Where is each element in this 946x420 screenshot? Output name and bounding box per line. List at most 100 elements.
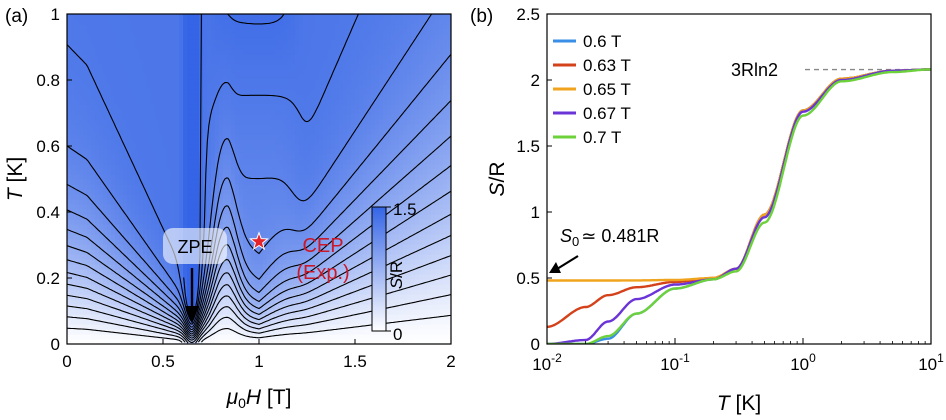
heatmap-cell	[227, 159, 232, 165]
heatmap-cell	[119, 194, 124, 200]
heatmap-cell	[319, 229, 324, 235]
heatmap-cell	[215, 34, 220, 40]
heatmap-cell	[115, 324, 120, 330]
heatmap-cell	[187, 299, 192, 305]
heatmap-cell	[307, 184, 312, 190]
heatmap-cell	[307, 44, 312, 50]
heatmap-cell	[231, 194, 236, 200]
heatmap-cell	[315, 224, 320, 230]
heatmap-cell	[191, 164, 196, 170]
heatmap-cell	[255, 194, 260, 200]
heatmap-cell	[123, 289, 128, 295]
heatmap-cell	[115, 304, 120, 310]
heatmap-cell	[279, 254, 284, 260]
heatmap-cell	[151, 19, 156, 25]
heatmap-cell	[67, 289, 72, 295]
heatmap-cell	[143, 339, 148, 344]
heatmap-cell	[155, 174, 160, 180]
heatmap-cell	[191, 59, 196, 65]
heatmap-cell	[287, 104, 292, 110]
heatmap-cell	[303, 184, 308, 190]
heatmap-cell	[299, 334, 304, 340]
heatmap-cell	[223, 184, 228, 190]
heatmap-cell	[307, 34, 312, 40]
heatmap-cell	[235, 14, 240, 20]
heatmap-cell	[87, 249, 92, 255]
heatmap-cell	[259, 134, 264, 140]
heatmap-cell	[255, 134, 260, 140]
heatmap-cell	[135, 74, 140, 80]
heatmap-cell	[355, 174, 360, 180]
heatmap-cell	[291, 174, 296, 180]
heatmap-cell	[259, 254, 264, 260]
heatmap-cell	[103, 29, 108, 35]
heatmap-cell	[67, 94, 72, 100]
heatmap-cell	[71, 224, 76, 230]
heatmap-cell	[115, 14, 120, 20]
heatmap-cell	[83, 134, 88, 140]
heatmap-cell	[147, 149, 152, 155]
heatmap-cell	[283, 239, 288, 245]
heatmap-cell	[323, 54, 328, 60]
heatmap-cell	[111, 179, 116, 185]
heatmap-cell	[87, 29, 92, 35]
heatmap-cell	[255, 304, 260, 310]
heatmap-cell	[279, 134, 284, 140]
heatmap-cell	[347, 164, 352, 170]
heatmap-cell	[127, 34, 132, 40]
heatmap-cell	[203, 149, 208, 155]
heatmap-cell	[159, 39, 164, 45]
heatmap-cell	[131, 39, 136, 45]
heatmap-cell	[143, 299, 148, 305]
heatmap-cell	[363, 204, 368, 210]
heatmap-cell	[247, 254, 252, 260]
heatmap-cell	[95, 39, 100, 45]
heatmap-cell	[179, 299, 184, 305]
heatmap-cell	[287, 279, 292, 285]
heatmap-cell	[295, 104, 300, 110]
heatmap-cell	[323, 39, 328, 45]
heatmap-cell	[367, 114, 372, 120]
heatmap-cell	[267, 234, 272, 240]
heatmap-cell	[187, 149, 192, 155]
heatmap-cell	[95, 104, 100, 110]
heatmap-cell	[159, 194, 164, 200]
heatmap-cell	[251, 199, 256, 205]
heatmap-cell	[211, 49, 216, 55]
heatmap-cell	[299, 229, 304, 235]
heatmap-cell	[255, 224, 260, 230]
heatmap-cell	[91, 59, 96, 65]
heatmap-cell	[271, 14, 276, 20]
heatmap-cell	[291, 114, 296, 120]
heatmap-cell	[79, 159, 84, 165]
heatmap-cell	[171, 54, 176, 60]
heatmap-cell	[179, 154, 184, 160]
heatmap-cell	[307, 284, 312, 290]
heatmap-cell	[263, 264, 268, 270]
heatmap-cell	[271, 74, 276, 80]
heatmap-cell	[291, 34, 296, 40]
heatmap-cell	[127, 209, 132, 215]
heatmap-cell	[107, 279, 112, 285]
heatmap-cell	[231, 244, 236, 250]
heatmap-cell	[203, 214, 208, 220]
heatmap-cell	[315, 84, 320, 90]
heatmap-cell	[247, 249, 252, 255]
heatmap-cell	[171, 89, 176, 95]
heatmap-cell	[67, 29, 72, 35]
heatmap-cell	[183, 69, 188, 75]
heatmap-cell	[179, 159, 184, 165]
heatmap-cell	[247, 49, 252, 55]
heatmap-cell	[151, 124, 156, 130]
heatmap-cell	[275, 229, 280, 235]
heatmap-cell	[127, 19, 132, 25]
heatmap-cell	[279, 139, 284, 145]
heatmap-cell	[119, 124, 124, 130]
heatmap-cell	[147, 99, 152, 105]
heatmap-cell	[243, 209, 248, 215]
heatmap-cell	[147, 234, 152, 240]
heatmap-cell	[67, 179, 72, 185]
heatmap-cell	[323, 224, 328, 230]
heatmap-cell	[199, 184, 204, 190]
heatmap-cell	[299, 259, 304, 265]
